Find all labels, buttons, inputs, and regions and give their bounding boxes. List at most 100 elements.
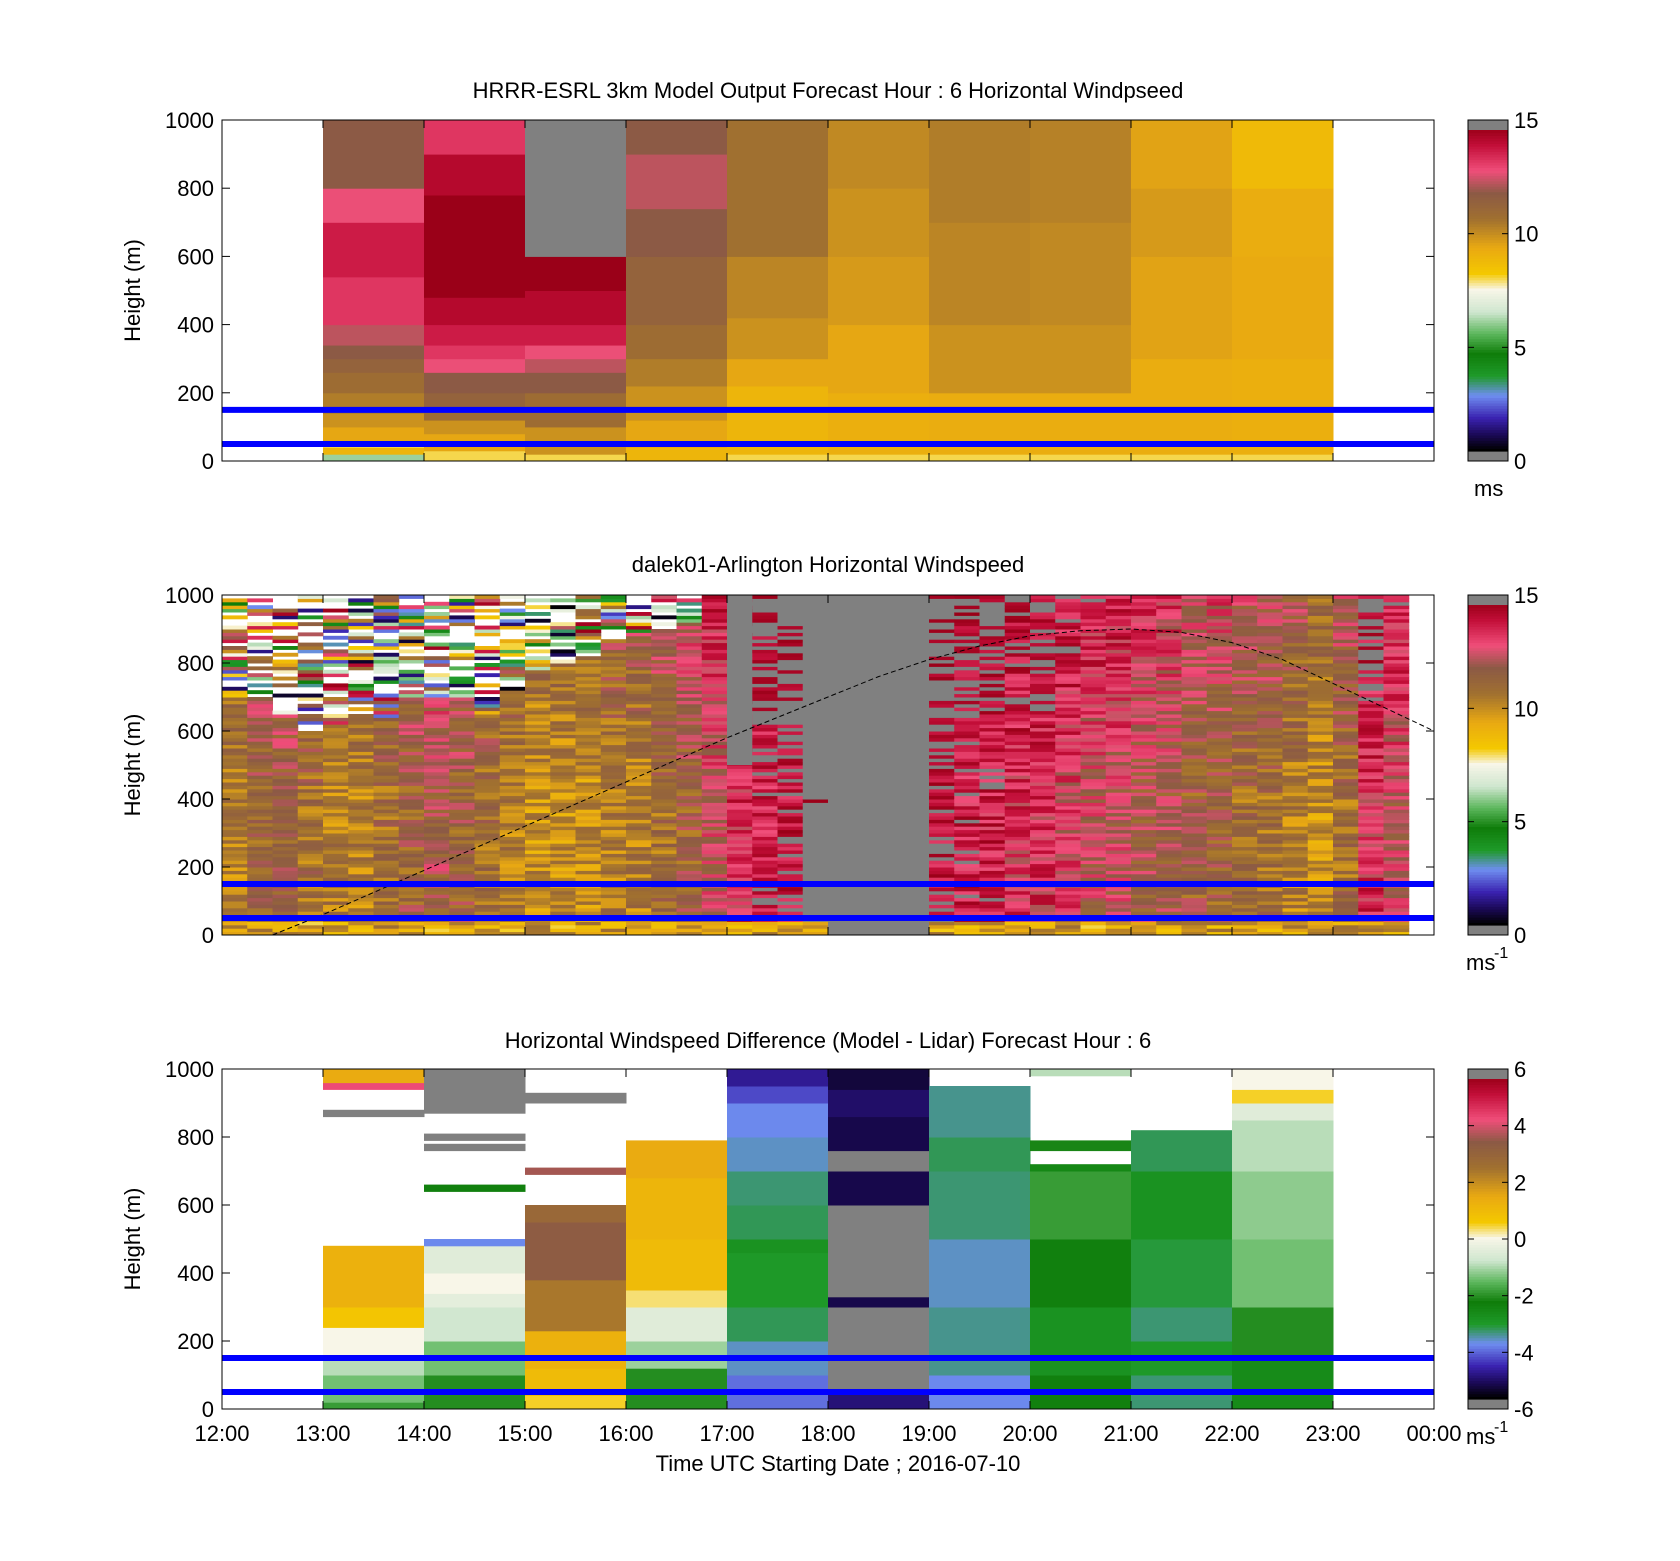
heatmap-cell bbox=[752, 877, 778, 882]
heatmap-cell bbox=[1181, 608, 1208, 613]
heatmap-cell bbox=[727, 788, 753, 793]
heatmap-cell bbox=[1358, 710, 1384, 715]
heatmap-cell bbox=[398, 639, 425, 644]
heatmap-cell bbox=[1055, 595, 1081, 599]
heatmap-cell bbox=[1358, 741, 1384, 746]
heatmap-cell bbox=[297, 843, 324, 848]
heatmap-cell bbox=[1358, 853, 1384, 858]
heatmap-cell bbox=[752, 816, 778, 820]
heatmap-cell bbox=[1080, 901, 1107, 905]
heatmap-cell bbox=[474, 778, 501, 783]
heatmap-cell bbox=[651, 703, 677, 708]
heatmap-cell bbox=[676, 833, 703, 837]
heatmap-cell bbox=[626, 635, 652, 640]
heatmap-cell bbox=[1333, 778, 1359, 783]
heatmap-cell bbox=[1333, 765, 1359, 769]
heatmap-cell bbox=[323, 683, 349, 688]
heatmap-cell bbox=[424, 805, 450, 810]
heatmap-cell bbox=[1080, 693, 1107, 698]
y-tick-label: 0 bbox=[202, 923, 214, 948]
colorbar-step bbox=[1468, 919, 1508, 923]
heatmap-cell bbox=[929, 605, 955, 610]
heatmap-cell bbox=[550, 676, 576, 681]
heatmap-cell bbox=[1358, 856, 1384, 861]
heatmap-cell bbox=[1030, 836, 1056, 841]
heatmap-cell bbox=[348, 890, 374, 895]
heatmap-cell bbox=[1232, 853, 1258, 858]
y-tick-label: 200 bbox=[177, 381, 214, 406]
heatmap-cell bbox=[1206, 639, 1233, 644]
heatmap-cell bbox=[424, 345, 526, 360]
heatmap-cell bbox=[499, 744, 526, 749]
heatmap-cell bbox=[954, 652, 980, 657]
heatmap-cell bbox=[424, 856, 450, 861]
heatmap-cell bbox=[1358, 771, 1384, 776]
heatmap-cell bbox=[954, 703, 980, 708]
heatmap-cell bbox=[1282, 836, 1309, 841]
heatmap-cell bbox=[1307, 846, 1334, 851]
heatmap-cell bbox=[222, 839, 248, 844]
heatmap-cell bbox=[676, 642, 703, 647]
heatmap-cell bbox=[954, 669, 980, 674]
heatmap-cell bbox=[424, 928, 450, 933]
heatmap-cell bbox=[1358, 612, 1384, 616]
heatmap-cell bbox=[424, 890, 450, 895]
heatmap-cell bbox=[1055, 826, 1081, 831]
heatmap-cell bbox=[1333, 758, 1359, 763]
heatmap-cell bbox=[1206, 693, 1233, 698]
heatmap-cell bbox=[348, 727, 374, 732]
heatmap-cell bbox=[626, 683, 652, 688]
heatmap-cell bbox=[600, 676, 627, 681]
colorbar-step bbox=[1468, 679, 1508, 683]
heatmap-cell bbox=[348, 646, 374, 650]
heatmap-cell bbox=[1333, 890, 1359, 895]
heatmap-cell bbox=[1307, 659, 1334, 664]
heatmap-cell bbox=[1358, 717, 1384, 722]
heatmap-cell bbox=[449, 877, 475, 882]
heatmap-cell bbox=[474, 802, 501, 807]
heatmap-cell bbox=[1004, 761, 1031, 766]
heatmap-cell bbox=[424, 615, 450, 620]
heatmap-cell bbox=[626, 748, 652, 752]
heatmap-cell bbox=[474, 819, 501, 824]
heatmap-cell bbox=[626, 208, 728, 257]
heatmap-cell bbox=[979, 822, 1006, 827]
heatmap-cell bbox=[954, 656, 980, 661]
heatmap-cell bbox=[1131, 795, 1157, 800]
heatmap-cell bbox=[777, 737, 804, 742]
heatmap-cell bbox=[1257, 846, 1283, 851]
heatmap-cell bbox=[474, 710, 501, 715]
heatmap-cell bbox=[1156, 669, 1182, 674]
heatmap-cell bbox=[424, 720, 450, 725]
heatmap-cell bbox=[297, 904, 324, 909]
heatmap-cell bbox=[1206, 727, 1233, 732]
heatmap-cell bbox=[979, 714, 1006, 718]
heatmap-cell bbox=[222, 615, 248, 620]
heatmap-cell bbox=[1333, 727, 1359, 732]
heatmap-cell bbox=[676, 629, 703, 633]
heatmap-cell bbox=[1333, 754, 1359, 759]
heatmap-cell bbox=[1232, 846, 1258, 851]
heatmap-cell bbox=[1080, 775, 1107, 780]
heatmap-cell bbox=[272, 775, 299, 780]
heatmap-cell bbox=[777, 703, 804, 708]
heatmap-cell bbox=[676, 771, 703, 776]
heatmap-cell bbox=[449, 754, 475, 759]
heatmap-cell bbox=[1333, 690, 1359, 695]
heatmap-cell bbox=[1282, 608, 1309, 613]
heatmap-cell bbox=[247, 629, 273, 633]
heatmap-cell bbox=[323, 802, 349, 807]
heatmap-cell bbox=[954, 775, 980, 780]
heatmap-cell bbox=[1156, 819, 1182, 824]
heatmap-cell bbox=[1282, 734, 1309, 739]
heatmap-cell bbox=[752, 690, 778, 695]
heatmap-cell bbox=[1358, 686, 1384, 691]
heatmap-cell bbox=[348, 724, 374, 729]
heatmap-cell bbox=[1232, 785, 1258, 790]
heatmap-cell bbox=[701, 819, 728, 824]
heatmap-cell bbox=[954, 632, 980, 637]
colorbar-step bbox=[1468, 887, 1508, 891]
heatmap-cell bbox=[1004, 758, 1031, 763]
heatmap-cell bbox=[449, 693, 475, 698]
heatmap-cell bbox=[222, 707, 248, 712]
